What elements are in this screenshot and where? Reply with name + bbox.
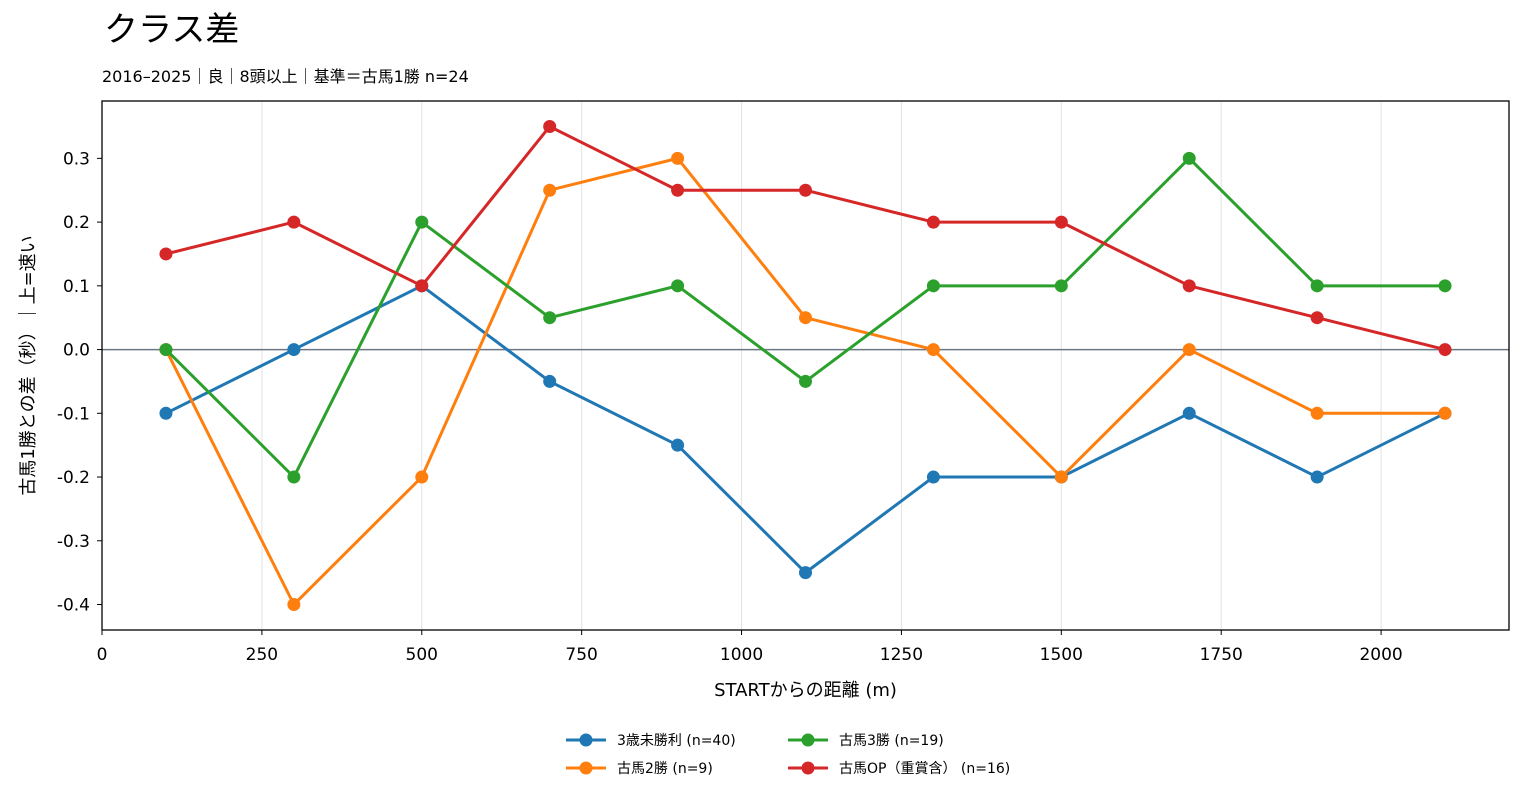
data-point	[287, 343, 301, 357]
data-point	[287, 215, 301, 229]
data-point	[1310, 406, 1324, 420]
y-tick-label: 0.2	[63, 213, 90, 233]
data-point	[799, 311, 812, 325]
legend-marker	[801, 733, 815, 747]
data-point	[1182, 406, 1196, 420]
data-point	[671, 279, 685, 293]
data-point	[1054, 470, 1068, 484]
data-point	[671, 438, 685, 452]
y-tick-label: -0.1	[57, 404, 90, 424]
data-point	[159, 247, 173, 261]
data-point	[1310, 311, 1324, 325]
legend-label: 3歳未勝利 (n=40)	[617, 733, 736, 749]
data-point	[415, 215, 429, 229]
data-point	[1438, 406, 1452, 420]
legend-marker	[579, 733, 593, 747]
series-1	[159, 279, 1452, 580]
chart-subtitle: 2016–2025｜良｜8頭以上｜基準＝古馬1勝 n=24	[102, 67, 469, 86]
y-axis: 0.3 0.2 0.1 0.0 -0.1 -0.2 -0.3 -0.4	[57, 149, 102, 616]
data-point	[799, 374, 812, 388]
legend-item: 古馬3勝 (n=19)	[788, 733, 944, 749]
data-point	[1054, 279, 1068, 293]
data-point	[1054, 215, 1068, 229]
x-tick-label: 1750	[1200, 645, 1243, 665]
data-point	[415, 470, 429, 484]
data-point	[543, 374, 557, 388]
data-point	[1310, 279, 1324, 293]
data-point	[287, 598, 301, 612]
data-point	[543, 119, 557, 133]
x-tick-label: 1500	[1040, 645, 1083, 665]
plot-frame	[101, 100, 1510, 631]
data-point	[671, 151, 685, 165]
data-point	[671, 183, 685, 197]
x-tick-label: 250	[246, 645, 278, 665]
series-layer	[159, 119, 1452, 612]
chart-title: クラス差	[104, 10, 240, 50]
x-tick-label: 500	[406, 645, 438, 665]
y-tick-label: 0.1	[63, 277, 90, 297]
data-point	[1182, 343, 1196, 357]
legend-item: 古馬2勝 (n=9)	[566, 761, 713, 777]
x-tick-label: 0	[97, 645, 108, 665]
y-axis-label: 古馬1勝との差（秒）｜上=速い	[18, 235, 39, 495]
series-4	[159, 119, 1452, 357]
data-point	[799, 183, 812, 197]
legend-marker	[579, 761, 593, 775]
y-tick-label: 0.0	[63, 341, 90, 361]
legend-item: 3歳未勝利 (n=40)	[566, 733, 736, 749]
data-point	[926, 470, 940, 484]
legend-marker	[801, 761, 815, 775]
data-point	[1182, 279, 1196, 293]
data-point	[159, 343, 173, 357]
grid	[101, 101, 1382, 630]
x-axis: 0 250 500 750 1000 1250 1500 1750 2000	[97, 630, 1403, 665]
legend-item: 古馬OP（重賞含） (n=16)	[788, 761, 1010, 777]
y-tick-label: -0.3	[57, 532, 90, 552]
y-tick-label: -0.4	[57, 596, 90, 616]
x-tick-label: 1250	[880, 645, 923, 665]
y-tick-label: -0.2	[57, 468, 90, 488]
data-point	[543, 311, 557, 325]
legend-label: 古馬OP（重賞含） (n=16)	[839, 761, 1010, 777]
data-point	[926, 279, 940, 293]
data-point	[1438, 279, 1452, 293]
y-tick-label: 0.3	[63, 149, 90, 169]
x-tick-label: 750	[565, 645, 597, 665]
data-point	[1438, 343, 1452, 357]
data-point	[159, 406, 173, 420]
data-point	[799, 566, 812, 580]
legend-label: 古馬2勝 (n=9)	[617, 761, 713, 777]
data-point	[1310, 470, 1324, 484]
data-point	[543, 183, 557, 197]
data-point	[287, 470, 301, 484]
legend: 3歳未勝利 (n=40) 古馬2勝 (n=9) 古馬3勝 (n=19) 古馬OP（重賞…	[566, 733, 1010, 777]
legend-label: 古馬3勝 (n=19)	[839, 733, 944, 749]
series-3	[159, 151, 1452, 484]
x-axis-label: STARTからの距離 (m)	[714, 680, 897, 701]
data-point	[926, 215, 940, 229]
data-point	[926, 343, 940, 357]
x-tick-label: 1000	[720, 645, 763, 665]
data-point	[1182, 151, 1196, 165]
series-line	[165, 284, 1446, 575]
data-point	[415, 279, 429, 293]
series-2	[159, 151, 1452, 612]
x-tick-label: 2000	[1359, 645, 1402, 665]
